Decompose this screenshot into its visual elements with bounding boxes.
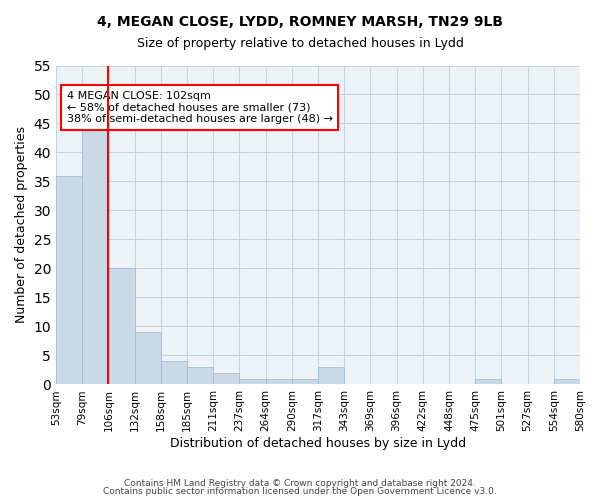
Text: 4, MEGAN CLOSE, LYDD, ROMNEY MARSH, TN29 9LB: 4, MEGAN CLOSE, LYDD, ROMNEY MARSH, TN29… [97, 15, 503, 29]
Bar [134, 332, 161, 384]
Bar [82, 124, 109, 384]
Bar [554, 378, 580, 384]
Text: Contains public sector information licensed under the Open Government Licence v3: Contains public sector information licen… [103, 487, 497, 496]
Bar [56, 176, 82, 384]
Text: Size of property relative to detached houses in Lydd: Size of property relative to detached ho… [137, 38, 463, 51]
Text: Contains HM Land Registry data © Crown copyright and database right 2024.: Contains HM Land Registry data © Crown c… [124, 478, 476, 488]
Bar [266, 378, 292, 384]
Y-axis label: Number of detached properties: Number of detached properties [15, 126, 28, 324]
Bar [292, 378, 318, 384]
Bar [475, 378, 502, 384]
X-axis label: Distribution of detached houses by size in Lydd: Distribution of detached houses by size … [170, 437, 466, 450]
Bar [161, 362, 187, 384]
Bar [213, 373, 239, 384]
Text: 4 MEGAN CLOSE: 102sqm
← 58% of detached houses are smaller (73)
38% of semi-deta: 4 MEGAN CLOSE: 102sqm ← 58% of detached … [67, 91, 332, 124]
Bar [239, 378, 266, 384]
Bar [187, 367, 213, 384]
Bar [318, 367, 344, 384]
Bar [109, 268, 134, 384]
